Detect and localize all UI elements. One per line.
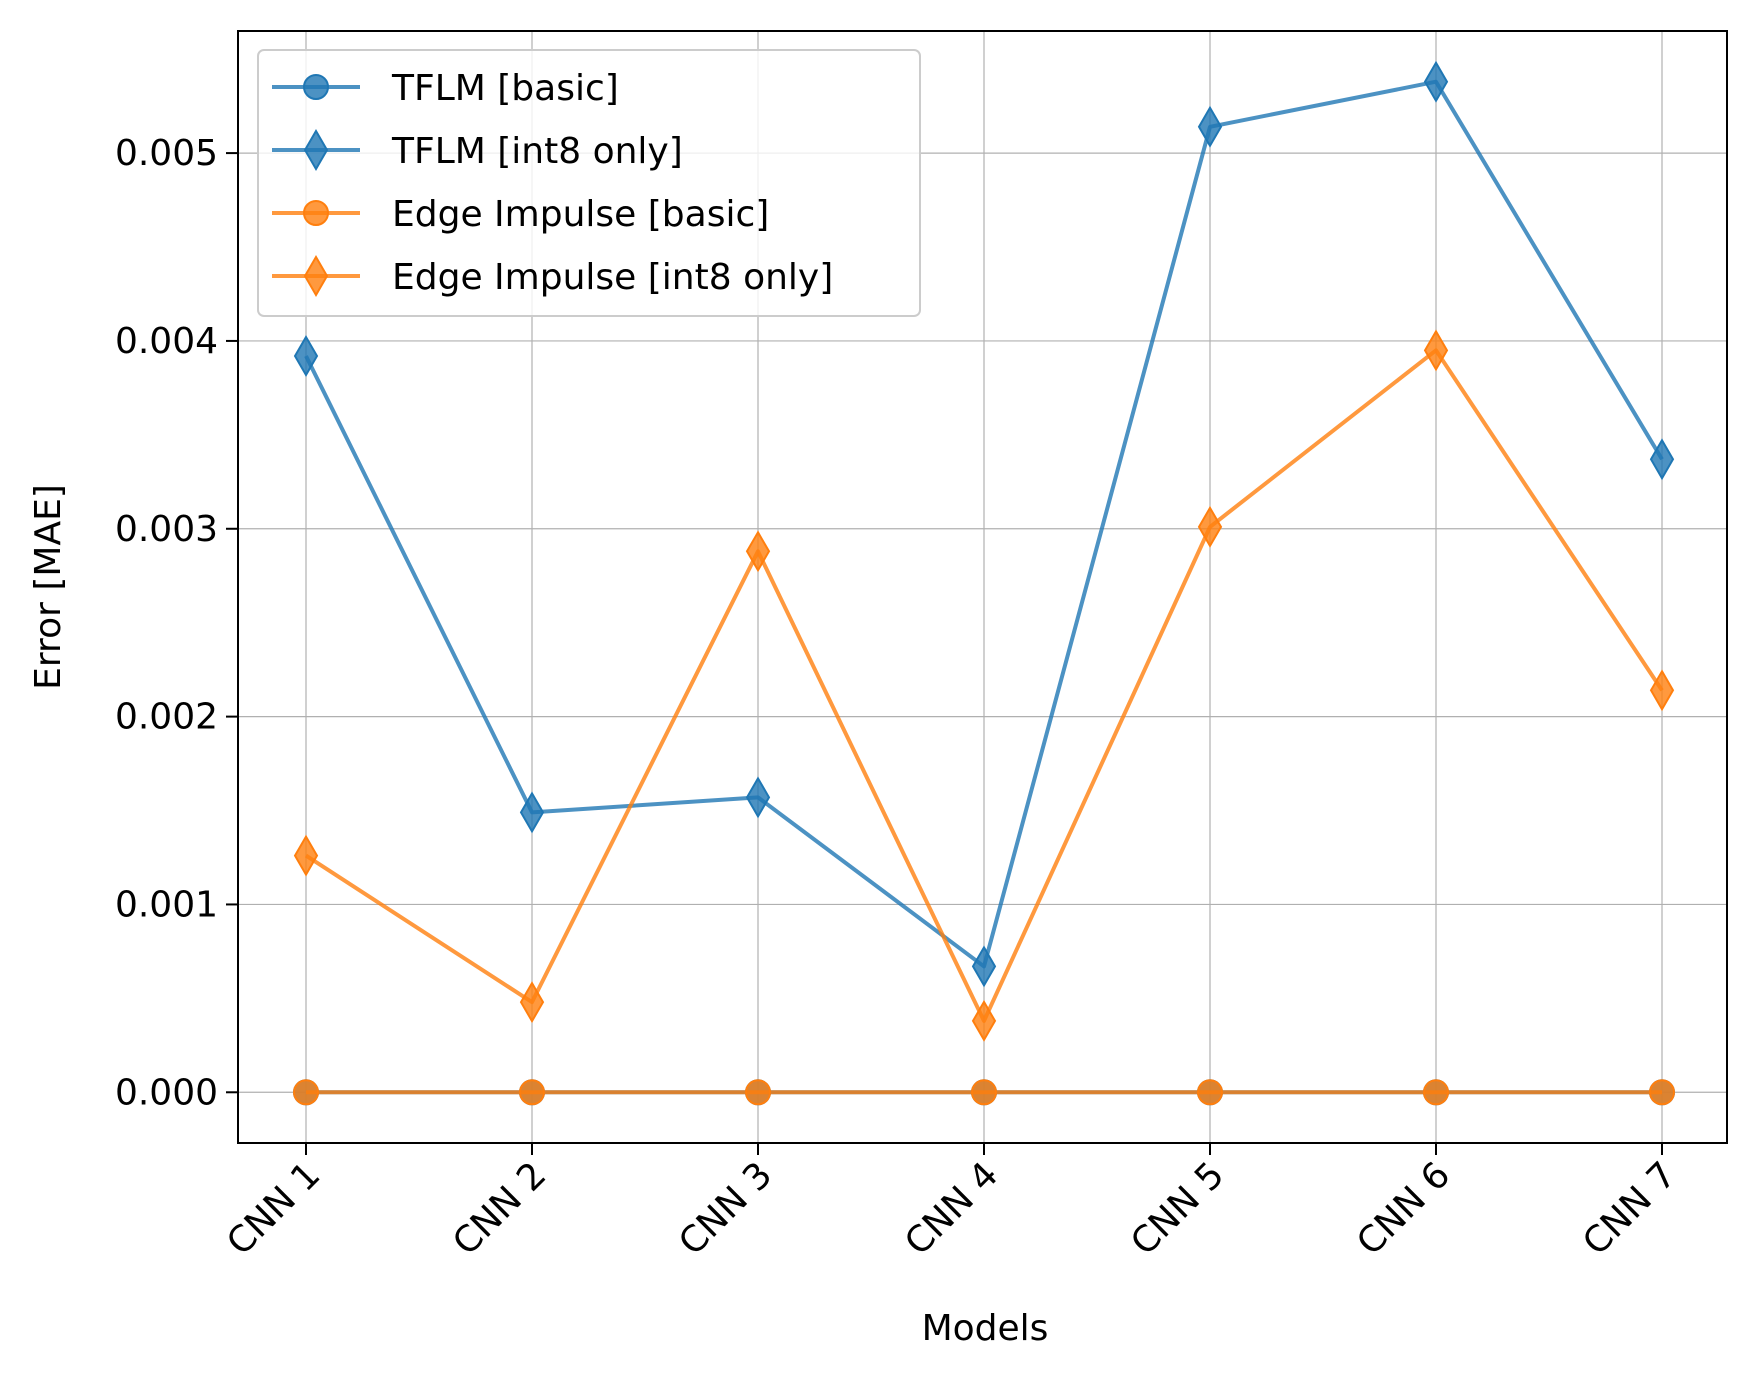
legend-label: Edge Impulse [int8 only] [392, 257, 833, 298]
y-tick-label: 0.000 [115, 1072, 218, 1113]
data-point [1197, 105, 1223, 148]
legend-label: TFLM [basic] [391, 68, 619, 109]
legend-box [257, 49, 921, 317]
y-tick-label: 0.005 [115, 133, 218, 174]
legend-marker [303, 74, 329, 100]
plot-frame [237, 30, 1728, 1144]
legend-item: Edge Impulse [basic] [272, 194, 769, 235]
legend-marker [303, 200, 329, 226]
data-point [971, 945, 997, 988]
x-tick-label: CNN 2 [445, 1154, 554, 1263]
legend: TFLM [basic] TFLM [int8 only] Edge Impulse… [257, 49, 921, 317]
data-point [971, 999, 997, 1042]
series-group [293, 60, 1675, 1106]
legend-item: TFLM [int8 only] [272, 129, 683, 172]
legend-label: Edge Impulse [basic] [392, 194, 769, 235]
legend-marker [303, 255, 329, 297]
x-tick-label: CNN 4 [897, 1154, 1006, 1263]
data-point [1649, 669, 1675, 712]
series-3 [293, 329, 1675, 1042]
data-point [293, 834, 319, 877]
data-point [519, 1079, 545, 1106]
y-axis-label: Error [MAE] [28, 484, 69, 690]
x-tick-label: CNN 1 [219, 1154, 328, 1263]
x-tick-label: CNN 3 [671, 1154, 780, 1263]
y-tick-label: 0.002 [115, 697, 218, 738]
data-point [1649, 438, 1675, 481]
legend-label: TFLM [int8 only] [391, 131, 683, 172]
data-point [293, 334, 319, 377]
y-tick-label: 0.003 [115, 509, 218, 550]
data-point [971, 1079, 997, 1106]
y-tick-label: 0.004 [115, 321, 218, 362]
data-point [1423, 1079, 1449, 1106]
data-point [745, 776, 771, 819]
legend-item: Edge Impulse [int8 only] [272, 255, 833, 298]
data-point [745, 530, 771, 573]
x-axis-label: Models [922, 1308, 1049, 1349]
data-point [1649, 1079, 1675, 1106]
legend-marker [303, 129, 329, 171]
legend-item: TFLM [basic] [272, 68, 619, 109]
x-tick-label: CNN 7 [1575, 1154, 1684, 1263]
data-point [293, 1079, 319, 1106]
y-axis: 0.000 0.001 0.002 0.003 0.004 0.005 [115, 133, 238, 1113]
x-tick-label: CNN 6 [1349, 1154, 1458, 1263]
series-1 [293, 60, 1675, 988]
data-point [745, 1079, 771, 1106]
data-point [1197, 1079, 1223, 1106]
data-point [1197, 505, 1223, 548]
data-point [519, 981, 545, 1024]
x-tick-label: CNN 5 [1123, 1154, 1232, 1263]
data-point [519, 791, 545, 834]
data-point [1423, 60, 1449, 103]
series-2 [293, 1079, 1675, 1106]
x-axis: CNN 1 CNN 2 CNN 3 CNN 4 CNN 5 CNN 6 CNN 7 [219, 1143, 1684, 1264]
y-tick-label: 0.001 [115, 884, 218, 925]
data-point [1423, 329, 1449, 372]
